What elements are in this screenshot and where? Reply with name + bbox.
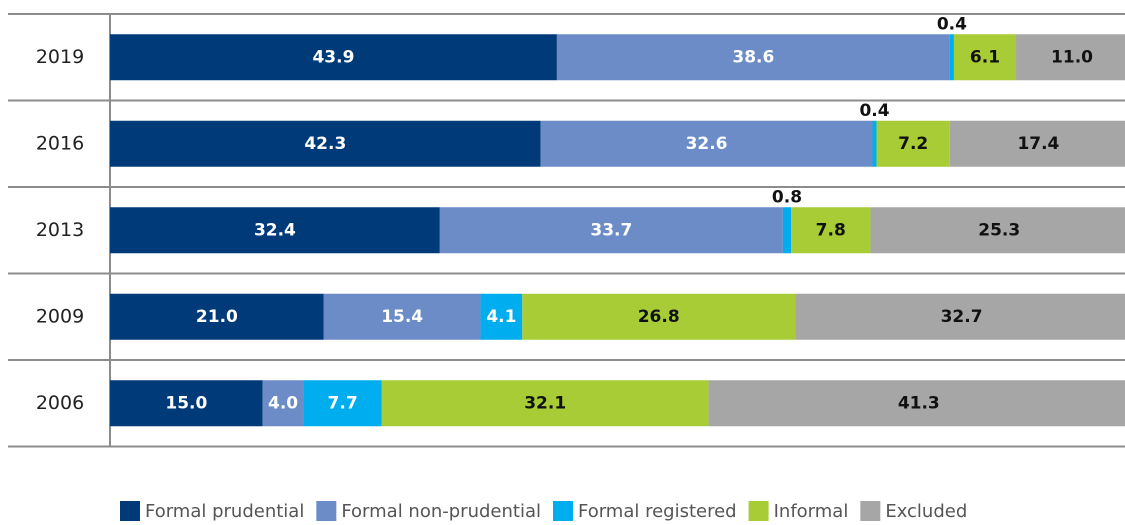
value-label: 38.6 xyxy=(732,47,774,67)
bar-segment xyxy=(262,380,304,427)
category-label: 2009 xyxy=(36,305,84,327)
legend-label: Formal prudential xyxy=(145,501,304,522)
value-label: 42.3 xyxy=(304,134,346,154)
value-label: 7.7 xyxy=(328,393,358,413)
bar-segment xyxy=(110,380,263,427)
legend-swatch xyxy=(860,501,881,521)
category-label: 2006 xyxy=(36,392,84,414)
bar-segment xyxy=(556,34,950,81)
legend-label: Excluded xyxy=(885,501,967,522)
legend-swatch xyxy=(120,501,140,521)
bar-segment xyxy=(110,293,324,340)
bar-segment xyxy=(110,120,541,167)
legend-swatch xyxy=(552,501,573,521)
bar-segment xyxy=(953,34,1017,81)
value-label: 4.0 xyxy=(268,393,298,413)
bar-segment xyxy=(303,380,382,427)
legend-label: Formal registered xyxy=(578,501,737,522)
value-label: 0.4 xyxy=(859,101,889,121)
value-label: 41.3 xyxy=(898,393,940,413)
value-label: 32.7 xyxy=(941,307,983,327)
legend-swatch xyxy=(748,501,769,521)
value-label: 26.8 xyxy=(638,307,680,327)
bar-segment xyxy=(708,380,1125,427)
bar-segment xyxy=(876,120,950,167)
legend-label: Informal xyxy=(774,501,849,522)
bar-segment xyxy=(782,207,792,254)
value-label: 7.2 xyxy=(898,134,928,154)
category-label: 2019 xyxy=(36,46,84,68)
value-label: 7.8 xyxy=(816,220,846,240)
value-label: 0.4 xyxy=(937,14,967,34)
value-label: 32.1 xyxy=(524,393,566,413)
value-label: 6.1 xyxy=(970,47,1000,67)
bar-segment xyxy=(381,380,709,427)
value-label: 17.4 xyxy=(1017,134,1059,154)
bar-segment xyxy=(323,293,481,340)
bar-segment xyxy=(522,293,796,340)
bar-segment xyxy=(872,120,877,167)
bar-segment xyxy=(1016,34,1125,81)
bar-segment xyxy=(791,207,871,254)
value-label: 11.0 xyxy=(1051,47,1093,67)
bar-segment xyxy=(110,207,440,254)
value-label: 15.4 xyxy=(381,307,423,327)
value-label: 32.6 xyxy=(686,134,728,154)
bar-segment xyxy=(439,207,783,254)
bar-segment xyxy=(110,34,557,81)
legend-label: Formal non-prudential xyxy=(341,501,541,522)
bar-segment xyxy=(870,207,1125,254)
bar-segment xyxy=(949,34,954,81)
bar-segment xyxy=(540,120,873,167)
value-label: 4.1 xyxy=(486,307,516,327)
category-label: 2016 xyxy=(36,132,84,154)
value-label: 32.4 xyxy=(254,220,296,240)
bar-segment xyxy=(795,293,1125,340)
legend-swatch xyxy=(316,501,337,521)
value-label: 0.8 xyxy=(772,187,802,207)
category-label: 2013 xyxy=(36,219,84,241)
value-label: 25.3 xyxy=(978,220,1020,240)
value-label: 43.9 xyxy=(312,47,354,67)
bar-segment xyxy=(949,120,1125,167)
bar-segment xyxy=(480,293,523,340)
value-label: 21.0 xyxy=(196,307,238,327)
value-label: 33.7 xyxy=(590,220,632,240)
value-label: 15.0 xyxy=(165,393,207,413)
